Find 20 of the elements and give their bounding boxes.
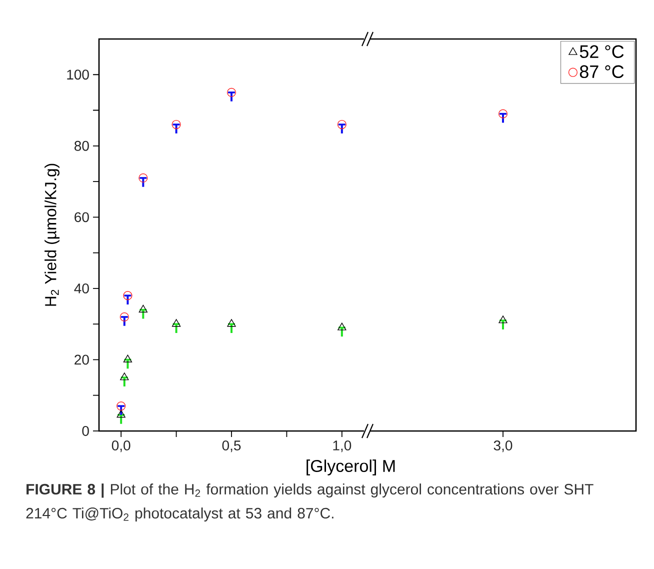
x-axis-title: [Glycerol] M	[306, 460, 395, 476]
point	[337, 120, 346, 130]
y-tick-label: 80	[74, 140, 89, 151]
x-tick-label: 3,0	[494, 440, 512, 452]
y-tick-label: 20	[74, 354, 89, 365]
point	[138, 173, 148, 183]
x-tick-label: 0,5	[222, 440, 241, 452]
y-axis-title: H$_{2}$ Yield (µmol/KJ.g)	[44, 164, 60, 306]
y-tick-label: 40	[74, 283, 89, 294]
point	[116, 401, 126, 411]
point	[123, 291, 132, 300]
y-tick-label: 100	[67, 70, 89, 80]
y-tick-label: 60	[74, 212, 89, 222]
legend-label: 87 °C	[580, 65, 624, 78]
point	[172, 120, 181, 130]
text: FIGURE 8 | Plot of the H$_{2}$ formation yields against glycerol concentrations over SHT 214°C Ti@TiO$_{2}$ photocatalyst at 53 and 87°C.	[26, 484, 594, 522]
y-tick-label: 0	[82, 426, 89, 436]
x-tick-label: 0,0	[112, 440, 130, 452]
x-tick-label: 1,0	[333, 440, 352, 452]
legend-label: 52 °C	[580, 45, 624, 58]
